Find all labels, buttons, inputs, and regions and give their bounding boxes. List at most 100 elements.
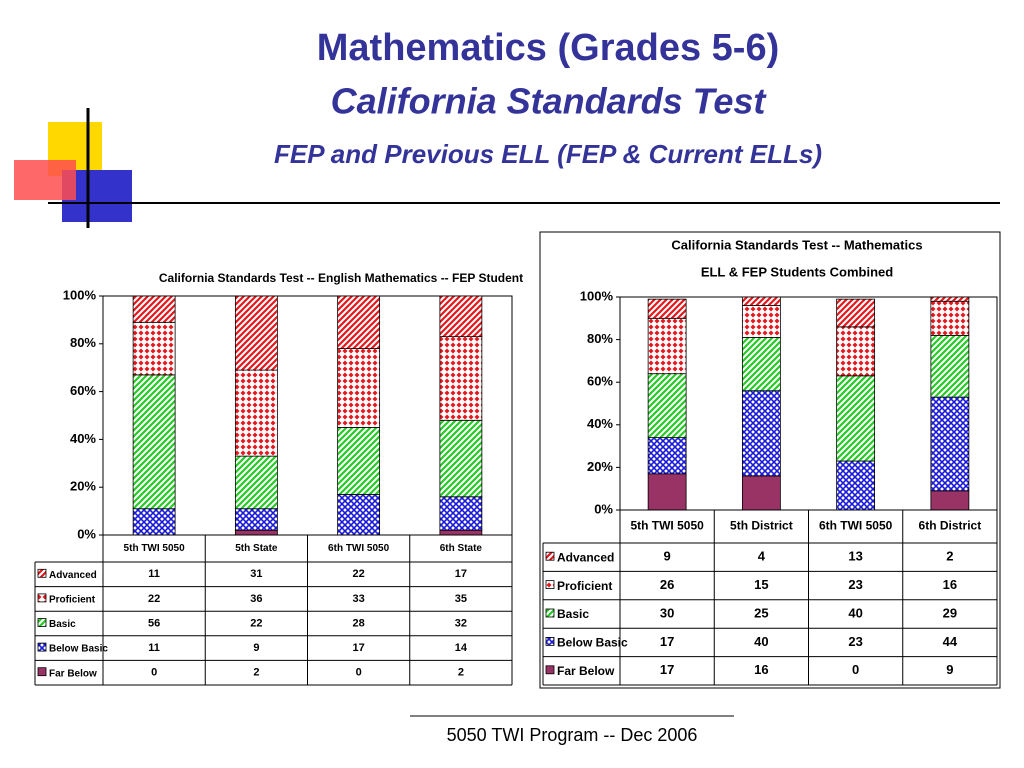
bar-segment bbox=[647, 298, 687, 319]
legend-swatch bbox=[545, 551, 555, 561]
bar-segment bbox=[439, 529, 483, 536]
bar-segment bbox=[741, 337, 781, 392]
table-value: 0 bbox=[151, 667, 157, 679]
table-value: 23 bbox=[848, 634, 862, 649]
table-value: 16 bbox=[943, 577, 957, 592]
legend-swatch bbox=[545, 608, 555, 618]
table-value: 17 bbox=[660, 662, 674, 677]
bar-segment bbox=[337, 427, 381, 495]
table-value: 16 bbox=[754, 662, 768, 677]
legend-label: Basic bbox=[49, 619, 76, 630]
legend-swatch bbox=[545, 580, 555, 589]
legend-label: Proficient bbox=[557, 579, 612, 593]
y-tick-label: 20% bbox=[587, 459, 613, 474]
table-value: 22 bbox=[148, 593, 160, 605]
bar-segment bbox=[647, 373, 687, 438]
bar-segment bbox=[930, 490, 970, 511]
bar-segment bbox=[930, 334, 970, 398]
table-value: 29 bbox=[943, 605, 957, 620]
bar-segment bbox=[439, 496, 483, 531]
bar-segment bbox=[234, 508, 278, 531]
table-value: 9 bbox=[253, 642, 259, 654]
slide-title: Mathematics (Grades 5-6) bbox=[317, 27, 780, 69]
slide-tagline: FEP and Previous ELL (FEP & Current ELLs… bbox=[274, 139, 822, 169]
bar-segment bbox=[234, 529, 278, 536]
y-tick-label: 80% bbox=[70, 335, 96, 350]
legend-swatch bbox=[37, 667, 47, 677]
table-value: 0 bbox=[356, 667, 362, 679]
table-value: 22 bbox=[250, 617, 262, 629]
chart-frame bbox=[539, 231, 1001, 689]
bar-segment bbox=[930, 300, 970, 336]
table-value: 17 bbox=[353, 642, 365, 654]
y-tick-label: 0% bbox=[594, 501, 613, 516]
legend-swatch bbox=[37, 642, 47, 652]
bar-segment bbox=[234, 455, 278, 510]
decoration bbox=[14, 108, 1000, 228]
category-label: 5th TWI 5050 bbox=[124, 543, 186, 554]
table-value: 17 bbox=[660, 634, 674, 649]
table-value: 23 bbox=[848, 577, 862, 592]
table-value: 28 bbox=[353, 617, 365, 629]
y-tick-label: 60% bbox=[70, 383, 96, 398]
y-tick-label: 40% bbox=[70, 431, 96, 446]
y-tick-label: 60% bbox=[587, 374, 613, 389]
table-value: 33 bbox=[353, 593, 365, 605]
bar-segment bbox=[836, 375, 876, 462]
bar-segment bbox=[132, 321, 176, 376]
bar-segment bbox=[930, 296, 970, 302]
legend-swatch bbox=[37, 618, 47, 627]
table-value: 4 bbox=[758, 549, 766, 564]
legend-swatch bbox=[37, 593, 47, 603]
y-tick-label: 0% bbox=[77, 526, 96, 541]
table-value: 9 bbox=[664, 549, 671, 564]
category-label: 5th TWI 5050 bbox=[630, 519, 704, 533]
table-value: 15 bbox=[754, 577, 768, 592]
chart-title: California Standards Test -- English Mat… bbox=[159, 271, 523, 285]
table-value: 32 bbox=[455, 617, 467, 629]
bar-segment bbox=[439, 419, 483, 498]
bar-segment bbox=[741, 390, 781, 477]
legend-label: Basic bbox=[557, 607, 589, 621]
table-value: 36 bbox=[250, 593, 262, 605]
table-value: 40 bbox=[754, 634, 768, 649]
legend-swatch bbox=[545, 637, 555, 646]
y-tick-label: 100% bbox=[63, 287, 97, 302]
footer: 5050 TWI Program -- Dec 2006 bbox=[447, 725, 698, 745]
table-value: 26 bbox=[660, 577, 674, 592]
bar-segment bbox=[439, 336, 483, 421]
category-label: 6th State bbox=[440, 543, 483, 554]
bar-segment bbox=[647, 317, 687, 375]
y-tick-label: 80% bbox=[587, 331, 613, 346]
category-label: 5th District bbox=[730, 519, 793, 533]
bar-segment bbox=[741, 305, 781, 338]
table-value: 0 bbox=[852, 662, 859, 677]
category-label: 6th District bbox=[919, 519, 982, 533]
legend-label: Below Basic bbox=[557, 636, 628, 650]
table-value: 40 bbox=[848, 605, 862, 620]
legend-label: Proficient bbox=[49, 595, 96, 606]
bar-segment bbox=[337, 295, 381, 349]
table-value: 31 bbox=[250, 568, 262, 580]
slide-subtitle: California Standards Test bbox=[331, 81, 768, 122]
table-value: 14 bbox=[455, 642, 468, 654]
category-label: 6th TWI 5050 bbox=[328, 543, 390, 554]
table-value: 30 bbox=[660, 605, 674, 620]
legend-swatch bbox=[37, 568, 47, 578]
y-tick-label: 20% bbox=[70, 479, 96, 494]
legend-label: Far Below bbox=[557, 664, 615, 678]
category-label: 5th State bbox=[235, 543, 278, 554]
bar-segment bbox=[836, 326, 876, 377]
table-value: 9 bbox=[946, 662, 953, 677]
table-value: 44 bbox=[943, 634, 958, 649]
legend-label: Below Basic bbox=[49, 644, 108, 655]
bar-segment bbox=[647, 437, 687, 475]
bar-segment bbox=[132, 295, 176, 323]
table-value: 2 bbox=[458, 667, 464, 679]
bar-segment bbox=[741, 475, 781, 511]
table-value: 17 bbox=[455, 568, 467, 580]
table-value: 2 bbox=[253, 667, 259, 679]
bar-segment bbox=[741, 296, 781, 306]
table-value: 11 bbox=[148, 568, 160, 580]
